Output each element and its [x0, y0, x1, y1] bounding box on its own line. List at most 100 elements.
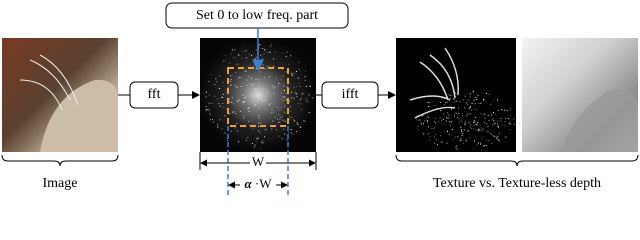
noise-dot: [217, 123, 218, 125]
noise-dot: [461, 131, 462, 133]
noise-dot: [473, 90, 475, 92]
noise-dot: [251, 55, 253, 57]
noise-dot: [219, 105, 221, 107]
noise-dot: [449, 98, 451, 100]
noise-dot: [508, 122, 510, 124]
noise-dot: [214, 84, 216, 85]
noise-dot: [494, 113, 496, 115]
noise-dot: [417, 129, 419, 131]
noise-dot: [253, 103, 255, 105]
noise-dot: [222, 82, 224, 83]
noise-dot: [285, 55, 287, 57]
depth-shape: [560, 89, 638, 152]
noise-dot: [445, 102, 447, 104]
noise-dot: [304, 76, 306, 78]
noise-dot: [289, 106, 291, 108]
noise-dot: [304, 120, 306, 122]
noise-dot: [246, 57, 248, 59]
noise-dot: [447, 112, 449, 114]
noise-dot: [230, 75, 232, 77]
noise-dot: [264, 77, 266, 79]
noise-dot: [475, 123, 477, 125]
noise-dot: [243, 117, 245, 119]
noise-dot: [230, 84, 232, 86]
noise-dot: [479, 142, 481, 144]
noise-dot: [497, 135, 499, 137]
noise-dot: [255, 68, 257, 70]
noise-dot: [245, 50, 247, 52]
noise-dot: [486, 139, 487, 141]
noise-dot: [484, 113, 485, 115]
noise-dot: [492, 124, 494, 126]
noise-dot: [278, 135, 280, 137]
noise-dot: [248, 76, 249, 78]
noise-dot: [233, 111, 235, 113]
noise-dot: [446, 120, 447, 122]
noise-dot: [282, 52, 284, 54]
noise-dot: [263, 53, 265, 55]
texture-image: [396, 38, 516, 152]
noise-dot: [473, 127, 475, 129]
noise-dot: [205, 105, 207, 107]
noise-dot: [258, 108, 260, 110]
fft-label: fft: [148, 87, 161, 102]
noise-dot: [441, 141, 443, 143]
noise-dot: [460, 138, 462, 140]
noise-dot: [490, 133, 492, 135]
noise-dot: [224, 132, 226, 134]
noise-dot: [232, 102, 234, 104]
noise-dot: [217, 126, 219, 127]
noise-dot: [219, 119, 221, 121]
noise-dot: [270, 45, 272, 47]
noise-dot: [247, 107, 249, 109]
noise-dot: [231, 97, 233, 99]
noise-dot: [277, 85, 279, 87]
noise-dot: [509, 122, 511, 124]
noise-dot: [209, 113, 211, 115]
noise-dot: [447, 117, 449, 119]
noise-dot: [261, 97, 263, 99]
noise-dot: [461, 129, 462, 131]
noise-dot: [237, 63, 239, 65]
noise-dot: [421, 123, 423, 125]
noise-dot: [269, 76, 271, 77]
noise-dot: [260, 122, 262, 124]
noise-dot: [238, 77, 240, 79]
noise-dot: [259, 131, 261, 133]
noise-dot: [476, 138, 478, 140]
noise-dot: [486, 123, 488, 125]
noise-dot: [493, 122, 495, 124]
noise-dot: [434, 127, 435, 129]
noise-dot: [465, 115, 467, 117]
noise-dot: [236, 63, 237, 65]
noise-dot: [301, 93, 303, 95]
noise-dot: [221, 96, 223, 98]
noise-dot: [469, 93, 471, 95]
noise-dot: [267, 91, 269, 93]
noise-dot: [251, 119, 252, 121]
noise-dot: [451, 108, 453, 110]
noise-dot: [456, 117, 458, 119]
noise-dot: [467, 103, 469, 105]
noise-dot: [480, 143, 482, 145]
noise-dot: [211, 103, 213, 104]
noise-dot: [448, 133, 450, 135]
noise-dot: [212, 121, 214, 123]
noise-dot: [263, 88, 265, 90]
noise-dot: [270, 103, 272, 104]
noise-dot: [296, 96, 298, 97]
noise-dot: [470, 124, 472, 126]
noise-dot: [308, 94, 310, 96]
noise-dot: [273, 58, 275, 60]
noise-dot: [206, 109, 208, 110]
noise-dot: [256, 138, 258, 140]
noise-dot: [469, 113, 471, 115]
noise-dot: [477, 94, 479, 96]
noise-dot: [475, 97, 477, 98]
noise-dot: [280, 79, 282, 81]
noise-dot: [461, 112, 463, 114]
noise-dot: [245, 139, 247, 141]
noise-dot: [269, 51, 271, 53]
noise-dot: [473, 119, 475, 121]
noise-dot: [498, 139, 500, 141]
